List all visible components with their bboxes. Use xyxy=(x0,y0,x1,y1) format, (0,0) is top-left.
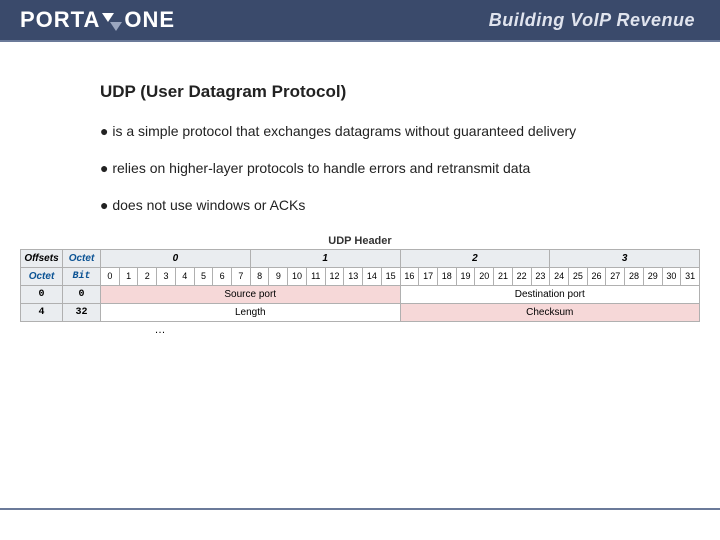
octet-header: Octet xyxy=(21,267,63,285)
bit-number: 5 xyxy=(194,267,213,285)
brand-left: PORTA xyxy=(20,7,100,33)
bit-number: 30 xyxy=(662,267,681,285)
bit-number: 0 xyxy=(101,267,120,285)
bit-number: 28 xyxy=(625,267,644,285)
bit-number: 4 xyxy=(175,267,194,285)
field-destination-port: Destination port xyxy=(400,285,700,303)
bit-number: 31 xyxy=(681,267,700,285)
bit-number: 2 xyxy=(138,267,157,285)
table-row-header-octets: Offsets Octet 0 1 2 3 xyxy=(21,249,700,267)
row-bit: 0 xyxy=(63,285,101,303)
bit-number: 16 xyxy=(400,267,419,285)
table-row-header-bits: Octet Bit 0 1 2 3 4 5 6 7 8 9 10 11 12 1… xyxy=(21,267,700,285)
bullet-text: is a simple protocol that exchanges data… xyxy=(112,123,576,139)
slide-title: UDP (User Datagram Protocol) xyxy=(100,82,620,102)
bit-number: 27 xyxy=(606,267,625,285)
bit-number: 11 xyxy=(306,267,325,285)
octet-group: 2 xyxy=(400,249,550,267)
bit-number: 25 xyxy=(568,267,587,285)
bullet-item: ● does not use windows or ACKs xyxy=(100,196,620,215)
brand-right: ONE xyxy=(124,7,175,33)
bit-number: 3 xyxy=(157,267,176,285)
row-octet: 0 xyxy=(21,285,63,303)
brand-tagline: Building VoIP Revenue xyxy=(489,10,720,31)
bit-number: 7 xyxy=(232,267,251,285)
bit-header: Bit xyxy=(63,267,101,285)
bit-number: 1 xyxy=(119,267,138,285)
octet-header: Octet xyxy=(63,249,101,267)
bit-number: 18 xyxy=(437,267,456,285)
udp-table: Offsets Octet 0 1 2 3 Octet Bit 0 1 2 3 … xyxy=(20,249,700,322)
bullet-text: relies on higher-layer protocols to hand… xyxy=(112,160,530,176)
table-row: 4 32 Length Checksum xyxy=(21,303,700,321)
brand-name: PORTA ONE xyxy=(20,7,175,33)
udp-header-table: UDP Header Offsets Octet 0 1 2 3 Octet B… xyxy=(20,235,700,336)
bit-number: 20 xyxy=(475,267,494,285)
table-row: 0 0 Source port Destination port xyxy=(21,285,700,303)
bit-number: 22 xyxy=(512,267,531,285)
bit-number: 8 xyxy=(250,267,269,285)
bit-number: 29 xyxy=(643,267,662,285)
field-checksum: Checksum xyxy=(400,303,700,321)
octet-group: 1 xyxy=(250,249,400,267)
bullet-item: ● relies on higher-layer protocols to ha… xyxy=(100,159,620,178)
table-ellipsis: … xyxy=(20,324,180,336)
bit-number: 19 xyxy=(456,267,475,285)
row-bit: 32 xyxy=(63,303,101,321)
bit-number: 6 xyxy=(213,267,232,285)
octet-group: 3 xyxy=(550,249,700,267)
octet-group: 0 xyxy=(101,249,251,267)
row-octet: 4 xyxy=(21,303,63,321)
bullet-item: ● is a simple protocol that exchanges da… xyxy=(100,122,620,141)
footer-rule xyxy=(0,508,720,510)
brand-logo: PORTA ONE xyxy=(0,7,175,33)
field-source-port: Source port xyxy=(101,285,401,303)
bit-number: 17 xyxy=(419,267,438,285)
bit-number: 21 xyxy=(494,267,513,285)
field-length: Length xyxy=(101,303,401,321)
slide-body: UDP (User Datagram Protocol) ● is a simp… xyxy=(0,42,720,215)
bit-number: 15 xyxy=(381,267,400,285)
bit-number: 26 xyxy=(587,267,606,285)
bit-number: 9 xyxy=(269,267,288,285)
bullet-text: does not use windows or ACKs xyxy=(112,197,305,213)
bit-number: 12 xyxy=(325,267,344,285)
offsets-header: Offsets xyxy=(21,249,63,267)
brand-logo-icon xyxy=(102,11,122,29)
bit-number: 23 xyxy=(531,267,550,285)
bullet-list: ● is a simple protocol that exchanges da… xyxy=(100,122,620,215)
bit-number: 14 xyxy=(363,267,382,285)
bit-number: 10 xyxy=(288,267,307,285)
table-caption: UDP Header xyxy=(20,235,700,247)
bit-number: 24 xyxy=(550,267,569,285)
bit-number: 13 xyxy=(344,267,363,285)
brand-header: PORTA ONE Building VoIP Revenue xyxy=(0,0,720,42)
